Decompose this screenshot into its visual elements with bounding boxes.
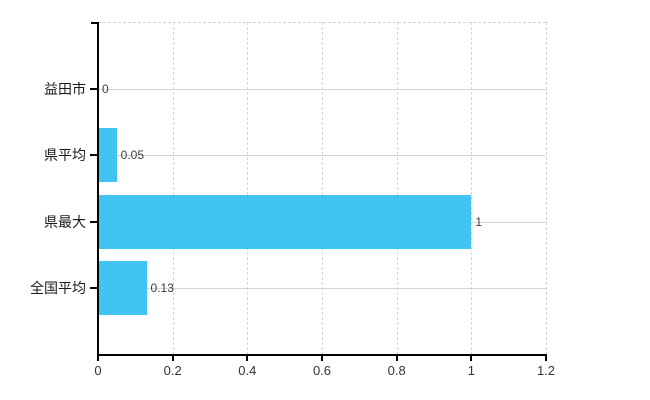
category-label: 全国平均 bbox=[30, 280, 86, 297]
x-tick-label: 0.8 bbox=[387, 363, 406, 378]
category-label: 県平均 bbox=[44, 147, 86, 164]
y-gridline bbox=[98, 288, 546, 290]
plot-border-right bbox=[546, 22, 547, 355]
category-label: 益田市 bbox=[44, 80, 86, 97]
x-axis-tick bbox=[171, 355, 174, 361]
bar bbox=[98, 128, 117, 183]
category-tick bbox=[90, 154, 98, 157]
y-axis bbox=[97, 22, 99, 356]
x-gridline bbox=[322, 22, 323, 355]
x-axis bbox=[97, 354, 547, 356]
x-axis-tick bbox=[97, 355, 99, 361]
x-gridline bbox=[471, 22, 473, 355]
bar bbox=[98, 194, 472, 249]
bar-value-label: 0.13 bbox=[150, 281, 174, 296]
x-gridline bbox=[247, 22, 249, 355]
y-gridline bbox=[98, 88, 546, 90]
x-tick-label: 0.2 bbox=[163, 363, 182, 378]
x-axis-tick bbox=[321, 355, 323, 361]
x-tick-label: 0.6 bbox=[312, 363, 332, 378]
x-tick-label: 1.2 bbox=[536, 363, 556, 378]
category-tick bbox=[90, 220, 98, 223]
bar-value-label: 0 bbox=[102, 81, 109, 96]
x-gridline bbox=[396, 22, 398, 355]
y-axis-top-tick bbox=[91, 22, 98, 24]
x-tick-label: 0.4 bbox=[238, 363, 257, 378]
bar bbox=[98, 261, 147, 316]
bar-value-label: 1 bbox=[475, 214, 483, 229]
x-tick-label: 1 bbox=[467, 363, 475, 378]
x-gridline bbox=[172, 22, 174, 355]
y-gridline bbox=[98, 155, 546, 157]
bar-value-label: 0.05 bbox=[120, 148, 145, 163]
category-label: 県最大 bbox=[44, 213, 86, 230]
x-axis-tick bbox=[395, 355, 398, 361]
x-axis-tick bbox=[545, 355, 547, 361]
x-axis-tick bbox=[246, 355, 249, 361]
x-tick-label: 0 bbox=[94, 363, 102, 378]
x-axis-tick bbox=[470, 355, 473, 361]
category-tick bbox=[90, 87, 98, 90]
category-tick bbox=[90, 287, 98, 290]
